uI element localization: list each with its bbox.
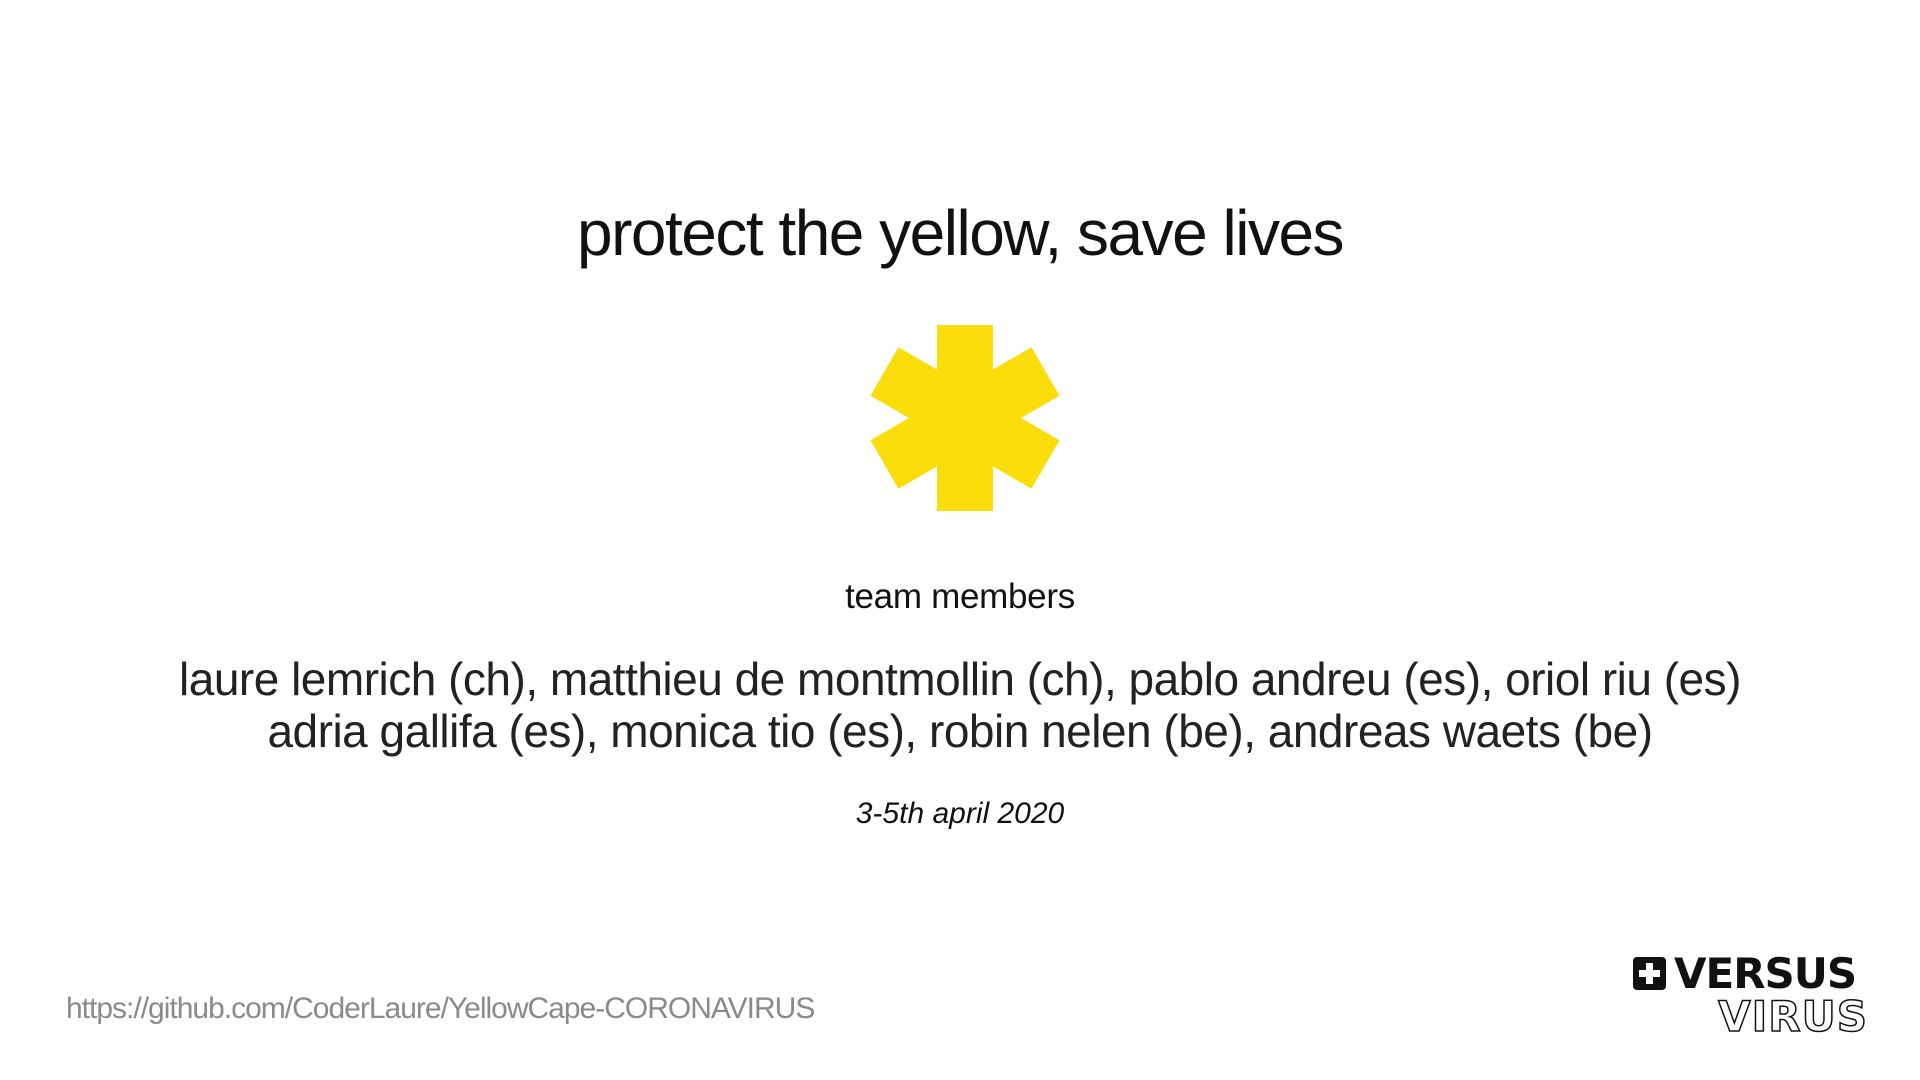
- swiss-cross-icon: [1633, 957, 1666, 990]
- yellow-asterisk-icon: [870, 323, 1060, 513]
- team-members-heading: team members: [845, 577, 1075, 616]
- asterisk-shape: [870, 325, 1060, 511]
- repository-link[interactable]: https://github.com/CoderLaure/YellowCape…: [66, 992, 815, 1025]
- team-members-list: laure lemrich (ch), matthieu de montmoll…: [0, 653, 1920, 757]
- logo-word-versus: VERSUS: [1674, 949, 1857, 998]
- slide-title: protect the yellow, save lives: [576, 197, 1345, 269]
- event-dates: 3-5th april 2020: [855, 797, 1065, 830]
- versus-virus-logo: VERSUS VIRUS: [1633, 951, 1868, 1041]
- team-members-line: laure lemrich (ch), matthieu de montmoll…: [179, 653, 1741, 705]
- team-members-line: adria gallifa (es), monica tio (es), rob…: [267, 705, 1653, 757]
- asterisk-arm: [870, 347, 1060, 489]
- logo-word-virus: VIRUS: [1717, 992, 1868, 1041]
- logo-top-row: VERSUS: [1633, 951, 1868, 996]
